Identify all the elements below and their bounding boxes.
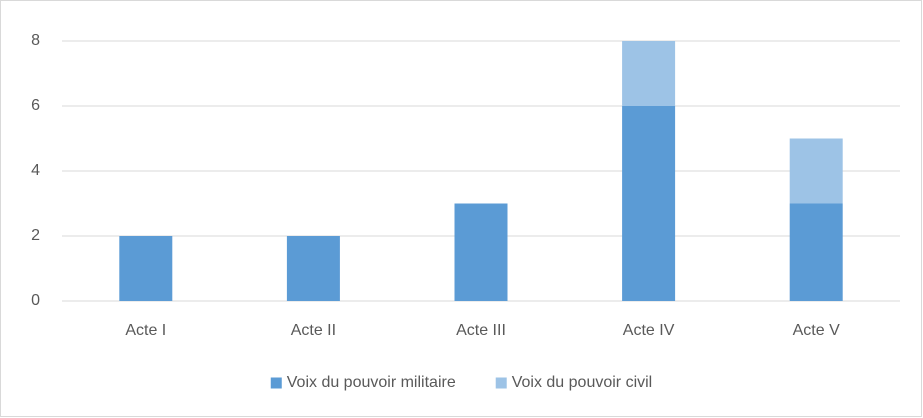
legend-label: Voix du pouvoir militaire xyxy=(287,374,456,391)
x-tick-label: Acte V xyxy=(793,322,840,339)
legend-label: Voix du pouvoir civil xyxy=(512,374,653,391)
legend-swatch xyxy=(270,377,282,389)
x-tick-label: Acte III xyxy=(456,322,506,339)
y-tick-label: 4 xyxy=(31,162,40,179)
y-tick-label: 6 xyxy=(31,97,40,114)
y-tick-label: 0 xyxy=(31,292,40,309)
bar-segment xyxy=(119,236,173,301)
bar-segment xyxy=(622,106,676,301)
x-tick-label: Acte II xyxy=(291,322,336,339)
legend-swatch xyxy=(495,377,507,389)
bar-segment xyxy=(622,41,676,106)
bar-segment xyxy=(286,236,340,301)
bar-segment xyxy=(789,138,843,204)
y-tick-label: 8 xyxy=(31,32,40,49)
x-tick-label: Acte I xyxy=(125,322,166,339)
y-tick-label: 2 xyxy=(31,227,40,244)
x-tick-label: Acte IV xyxy=(623,322,675,339)
bar-segment xyxy=(789,203,843,301)
bar-segment xyxy=(454,203,508,301)
